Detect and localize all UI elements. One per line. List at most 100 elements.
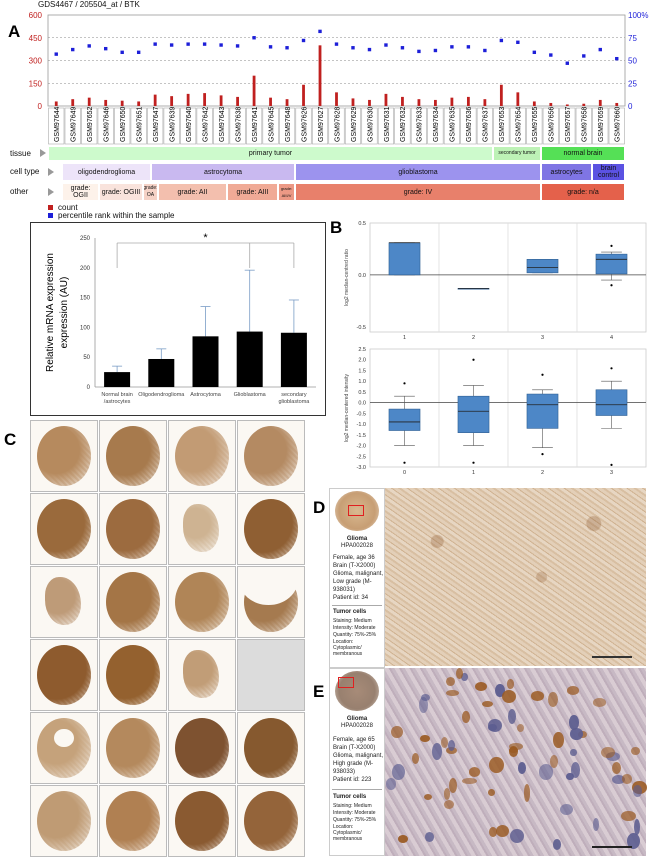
stained-cell — [443, 787, 451, 800]
stained-cell — [419, 697, 428, 713]
category-label: Glioblastoma — [234, 392, 267, 398]
sample-label: GSM97627 — [318, 106, 325, 142]
sample-box — [64, 107, 81, 145]
grade-ogii: grade: OGII — [62, 183, 99, 201]
panel-d-title: Glioma — [346, 536, 368, 542]
panel-e-line-4: High grade (M- — [333, 761, 374, 767]
y-tick-label: -1.5 — [357, 433, 366, 439]
outlier-point — [610, 284, 613, 287]
stained-cell — [424, 831, 434, 842]
stained-cell — [632, 785, 642, 797]
stained-cell — [392, 763, 405, 780]
legend-count: count — [48, 203, 78, 212]
sample-box — [163, 107, 180, 145]
sample-label: GSM97656 — [549, 106, 556, 142]
y-tick-label: 100 — [80, 325, 91, 331]
panel-d-line-6: Patient id: 34 — [333, 595, 369, 601]
sample-label: GSM97657 — [565, 106, 572, 142]
cell-type-row: cell type oligodendroglioma astrocytoma … — [0, 163, 650, 181]
percentile-point — [104, 46, 108, 51]
panel-d-line-3: Glioma, malignant, — [333, 571, 384, 577]
count-bar — [549, 102, 553, 106]
count-bar — [104, 99, 108, 106]
sample-label: GSM97633 — [417, 106, 424, 142]
cell-type-label: cell type — [10, 167, 40, 176]
expression-bar — [192, 336, 219, 387]
y-tick-label: 50 — [83, 355, 90, 361]
tissue-primary-tumor: primary tumor — [48, 146, 493, 161]
sample-label: GSM97652 — [87, 106, 94, 142]
panel-d-divider — [332, 605, 382, 606]
legend-percentile: percentile rank within the sample — [48, 211, 175, 220]
left-tick-label: 150 — [29, 79, 43, 88]
sample-label: GSM97659 — [598, 106, 605, 142]
stained-cell — [420, 735, 430, 743]
count-bar — [417, 99, 421, 106]
expression-bar — [236, 331, 263, 387]
count-bar — [335, 92, 338, 106]
sample-label: GSM97630 — [367, 106, 374, 142]
percentile-point — [334, 42, 339, 46]
tissue-core-tile — [237, 712, 305, 784]
sample-box — [311, 107, 329, 145]
cell-type-arrow-icon — [48, 168, 54, 176]
sample-box — [493, 107, 510, 145]
percentile-point — [318, 29, 322, 34]
count-swatch — [48, 205, 53, 210]
count-bar — [582, 103, 586, 106]
cell-oligodendroglioma: oligodendroglioma — [62, 163, 151, 181]
sample-box — [394, 107, 411, 145]
sample-label: GSM97648 — [285, 106, 292, 142]
count-bar — [483, 99, 487, 106]
stained-cell — [474, 681, 487, 691]
tissue-core-tile — [168, 785, 236, 857]
expression-bar — [148, 358, 175, 387]
stained-cell — [552, 731, 564, 749]
legend-count-label: count — [58, 203, 78, 212]
stained-cell — [569, 715, 579, 730]
tissue-core — [106, 572, 160, 632]
tissue-core-tile — [237, 493, 305, 565]
sample-box — [592, 107, 609, 145]
percentile-point — [268, 45, 273, 49]
category-label: 2 — [541, 470, 544, 476]
stained-cell — [569, 728, 583, 740]
stained-cell — [600, 746, 616, 758]
stained-cell — [461, 673, 468, 682]
percentile-point — [400, 46, 405, 50]
count-bar — [170, 96, 174, 106]
sample-label: GSM97638 — [235, 106, 242, 142]
grade-ogiii: grade: OGIII — [99, 183, 143, 201]
sample-label: GSM97626 — [301, 106, 308, 142]
tissue-core — [244, 791, 298, 851]
category-label: 3 — [541, 335, 544, 341]
tissue-core — [106, 791, 160, 851]
stained-cell — [611, 774, 625, 785]
tissue-core-tile — [99, 785, 167, 857]
percentile-point — [598, 47, 602, 52]
stained-cell — [440, 737, 448, 749]
sample-box — [476, 107, 493, 145]
count-bar — [203, 93, 207, 106]
tissue-core — [37, 645, 91, 705]
y-axis-title: Relative mRNA expression — [45, 253, 56, 372]
sample-box — [575, 107, 592, 145]
category-label: secondary — [281, 392, 307, 398]
panel-e-tumor-cells: Tumor cells — [333, 794, 367, 800]
y-tick-label: -2.0 — [357, 444, 366, 450]
sample-box — [344, 107, 362, 145]
y-tick-label: 250 — [80, 236, 91, 242]
tissue-arrow-icon — [40, 149, 46, 157]
right-tick-label: 100% — [628, 11, 648, 20]
count-bar — [269, 97, 272, 106]
sample-box — [229, 107, 246, 145]
sample-box — [608, 107, 625, 145]
legend-percentile-label: percentile rank within the sample — [58, 211, 175, 220]
box — [457, 395, 490, 433]
stained-cell — [488, 756, 504, 774]
stained-cell — [538, 764, 554, 780]
significance-star: * — [203, 232, 208, 244]
panel-e-scale-bar — [592, 846, 632, 848]
sample-label: GSM97639 — [169, 106, 176, 142]
category-label: Normal brain — [101, 392, 132, 398]
